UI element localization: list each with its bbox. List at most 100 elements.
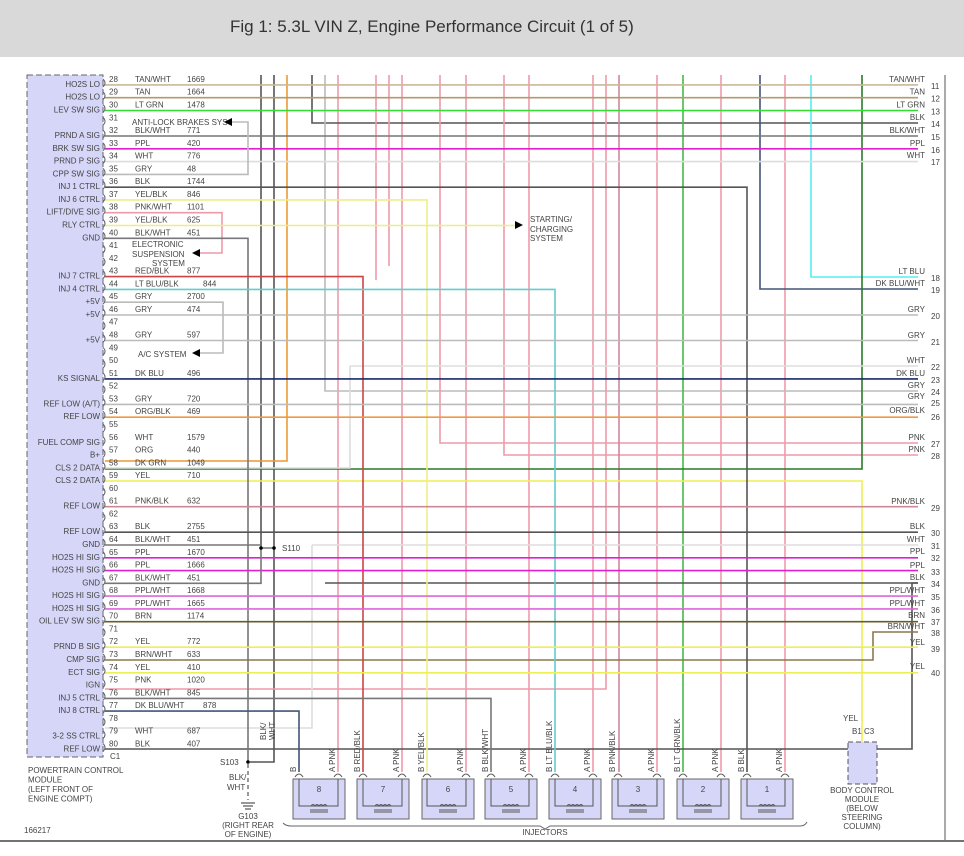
arrow-icon <box>192 249 200 257</box>
pin-label: +5V <box>86 310 101 319</box>
terminal-wire-color: WHT <box>907 356 925 365</box>
circuit-number: 720 <box>187 394 201 403</box>
splice-dot <box>246 760 250 764</box>
terminal-wire-color: TAN <box>910 88 926 97</box>
circuit-number: 1669 <box>187 75 205 84</box>
pin-number: 55 <box>109 420 118 429</box>
pin-number: 50 <box>109 356 118 365</box>
pin-label: OIL LEV SW SIG <box>39 617 100 626</box>
wire-color-label: BLK <box>135 739 151 748</box>
terminal-wire-color: BLK <box>910 113 926 122</box>
terminal-wire-color: GRY <box>908 305 926 314</box>
circuit-number: 844 <box>203 279 217 288</box>
wire-color-label: PPL/WHT <box>135 599 171 608</box>
wire-color-label: BLK <box>135 177 151 186</box>
pin-number: 57 <box>109 446 118 455</box>
terminal-wire-color: PPL/WHT <box>889 599 925 608</box>
injector-pin-a-label: A PNK <box>392 748 401 772</box>
pin-number: 33 <box>109 139 118 148</box>
wire <box>503 75 918 456</box>
pin-label: CPP SW SIG <box>53 169 100 178</box>
bcm-pin-label: B1 C3 <box>852 727 875 736</box>
pin-number: 28 <box>109 75 118 84</box>
pin-number: 29 <box>109 88 118 97</box>
pin-label: INJ 1 CTRL <box>58 182 100 191</box>
pin-label: CLS 2 DATA <box>55 463 100 472</box>
circuit-number: 625 <box>187 216 201 225</box>
terminal-wire-color: BRN/WHT <box>888 622 925 631</box>
pin-number: 71 <box>109 624 118 633</box>
pin-label: INJ 7 CTRL <box>58 272 100 281</box>
arrow-icon <box>224 118 232 126</box>
injectors-bracket <box>282 821 808 830</box>
terminal-wire-color: BLK <box>910 522 926 531</box>
body-control-module-box <box>847 741 878 785</box>
wire <box>105 75 863 470</box>
injector-pin-a-label: A PNK <box>711 748 720 772</box>
wire <box>105 545 313 729</box>
ground-wire-label: BLK/ <box>259 722 268 740</box>
injector-pin-b-label: B YEL/BLK <box>417 731 426 772</box>
pin-label: REF LOW <box>64 502 101 511</box>
circuit-number: 1478 <box>187 100 205 109</box>
circuit-number: 877 <box>187 267 201 276</box>
terminal-number: 11 <box>931 82 940 91</box>
wire <box>105 237 249 762</box>
terminal-number: 23 <box>931 376 940 385</box>
terminal-wire-color: ORG/BLK <box>889 406 925 415</box>
wire <box>105 301 224 354</box>
wire-color-label: PPL/WHT <box>135 586 171 595</box>
terminal-number: 40 <box>931 669 940 678</box>
arrow-icon <box>515 221 523 229</box>
pin-number: 56 <box>109 433 118 442</box>
figure-number: 166217 <box>24 826 51 835</box>
wire-color-label: BRN/WHT <box>135 650 172 659</box>
circuit-number: 878 <box>203 701 217 710</box>
injector-coil-icon <box>554 779 594 813</box>
wire <box>105 186 748 772</box>
pin-number: 60 <box>109 484 118 493</box>
ground-icon <box>241 802 255 810</box>
pin-number: 38 <box>109 203 118 212</box>
terminal-wire-color: GRY <box>908 381 926 390</box>
pin-number: 68 <box>109 586 118 595</box>
wire-color-label: GRY <box>135 305 153 314</box>
wire-color-label: YEL <box>135 637 151 646</box>
pin-label: CLS 2 DATA <box>55 476 100 485</box>
terminal-number: 18 <box>931 274 940 283</box>
injector-number: 5 <box>509 785 514 794</box>
wire <box>105 75 288 462</box>
wire-color-label: BLK/WHT <box>135 126 171 135</box>
injector-pin-b-label: B LT GRN/BLK <box>673 718 682 772</box>
connector-label: C1 <box>110 752 121 761</box>
pin-number: 43 <box>109 267 118 276</box>
terminal-number: 29 <box>931 504 940 513</box>
wire-color-label: WHT <box>135 433 153 442</box>
wire-color-label: LT BLU/BLK <box>135 279 179 288</box>
wire <box>250 75 275 763</box>
terminal-number: 14 <box>931 120 940 129</box>
ac-system-label: A/C SYSTEM <box>138 350 187 359</box>
circuit-number: 474 <box>187 305 201 314</box>
circuit-number: 407 <box>187 739 201 748</box>
circuit-number: 772 <box>187 637 201 646</box>
circuit-number: 451 <box>187 573 201 582</box>
injector-coil-icon <box>426 779 467 813</box>
pin-number: 47 <box>109 318 118 327</box>
injector-number: 3 <box>636 785 641 794</box>
pin-number: 66 <box>109 561 118 570</box>
terminal-number: 28 <box>931 452 940 461</box>
terminal-number: 37 <box>931 618 940 627</box>
bcm-name-label: COLUMN) <box>843 822 881 831</box>
pin-number: 44 <box>109 279 118 288</box>
injector-coil-icon <box>362 779 403 813</box>
circuit-number: 776 <box>187 152 201 161</box>
terminal-number: 24 <box>931 388 940 397</box>
figure-header: Fig 1: 5.3L VIN Z, Engine Performance Ci… <box>0 0 964 57</box>
circuit-number: 420 <box>187 139 201 148</box>
wires <box>105 75 918 772</box>
wire <box>105 366 351 469</box>
injector-pin-b-label: B <box>289 767 298 772</box>
